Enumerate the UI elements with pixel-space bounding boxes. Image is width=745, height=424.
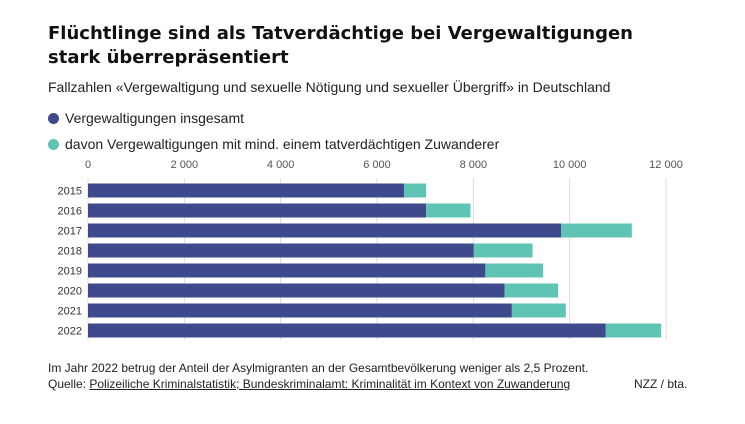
credit: NZZ / bta. [634,377,688,391]
bar-immigrant [426,203,471,218]
bar-immigrant [403,183,427,198]
y-tick-label: 2017 [58,226,82,238]
source-line: Quelle: Polizeiliche Kriminalstatistik; … [48,377,570,392]
bar-immigrant [511,303,566,318]
x-tick-label: 8 000 [460,159,488,171]
source-link[interactable]: Polizeiliche Kriminalstatistik; Bundeskr… [89,377,571,391]
bar-total [88,223,561,238]
legend-dot-immigrant [48,138,59,150]
legend-item-immigrant: davon Vergewaltigungen mit mind. einem t… [48,135,499,153]
legend-dot-total [48,112,59,124]
bar-total [88,263,486,278]
x-tick-label: 6 000 [363,159,391,171]
y-tick-label: 2018 [58,246,82,258]
x-tick-label: 10 000 [553,159,587,171]
bar-immigrant [504,283,559,298]
y-tick-label: 2021 [58,306,82,318]
bar-total [88,243,474,258]
bar-total [88,303,512,318]
x-tick-label: 4 000 [267,159,295,171]
bar-total [88,323,606,338]
bar-immigrant [560,223,632,238]
legend-item-total: Vergewaltigungen insgesamt [48,109,244,127]
y-tick-label: 2022 [58,326,82,338]
bar-total [88,203,427,218]
bar-immigrant [485,263,544,278]
chart-title: Flüchtlinge sind als Tatverdächtige bei … [48,23,633,68]
legend-label-immigrant: davon Vergewaltigungen mit mind. einem t… [65,136,500,152]
x-tick-label: 12 000 [649,159,683,171]
x-tick-label: 2 000 [171,159,199,171]
bar-total [88,183,404,198]
y-tick-label: 2020 [58,286,82,298]
bar-total [88,283,505,298]
legend-label-total: Vergewaltigungen insgesamt [65,110,245,126]
y-tick-label: 2015 [58,186,82,198]
y-tick-label: 2016 [58,206,82,218]
y-tick-label: 2019 [58,266,82,278]
x-tick-label: 0 [85,159,91,171]
bar-immigrant [473,243,533,258]
footnote: Im Jahr 2022 betrug der Anteil der Asylm… [48,361,589,375]
source-prefix: Quelle: [48,377,90,391]
bar-immigrant [605,323,662,338]
chart-subtitle: Fallzahlen «Vergewaltigung und sexuelle … [48,79,611,95]
